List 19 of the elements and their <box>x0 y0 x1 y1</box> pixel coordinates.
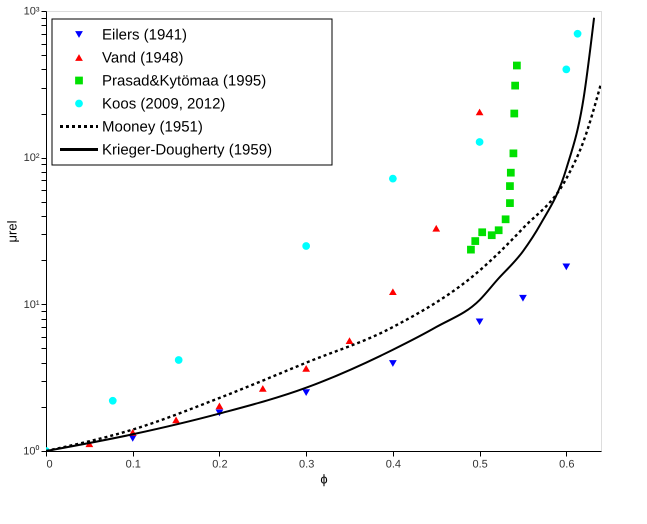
x-tick-label: 0.1 <box>126 458 141 470</box>
y-axis-title: μrel <box>4 220 20 242</box>
y-tick-label: 10¹ <box>24 298 40 311</box>
legend-label: Krieger-Dougherty (1959) <box>102 142 272 158</box>
x-tick-label: 0.4 <box>386 458 402 470</box>
legend-label: Prasad&Kytömaa (1995) <box>102 72 266 90</box>
y-tick-label: 10² <box>24 152 40 164</box>
x-tick-label: 0 <box>46 458 53 470</box>
x-tick-label: 0.5 <box>472 458 488 470</box>
legend-label: Vand (1948) <box>102 50 184 66</box>
x-tick-label: 0.6 <box>559 458 574 470</box>
x-axis-title: ϕ <box>320 472 328 486</box>
x-tick-label: 0.2 <box>212 458 228 470</box>
legend-label: Mooney (1951) <box>102 118 203 136</box>
y-tick-label: 10⁰ <box>23 444 40 458</box>
legend-label: Koos (2009, 2012) <box>102 96 226 112</box>
x-tick-label: 0.3 <box>299 458 314 470</box>
legend-label: Eilers (1941) <box>102 26 188 44</box>
y-tick-label: 10³ <box>24 6 40 18</box>
